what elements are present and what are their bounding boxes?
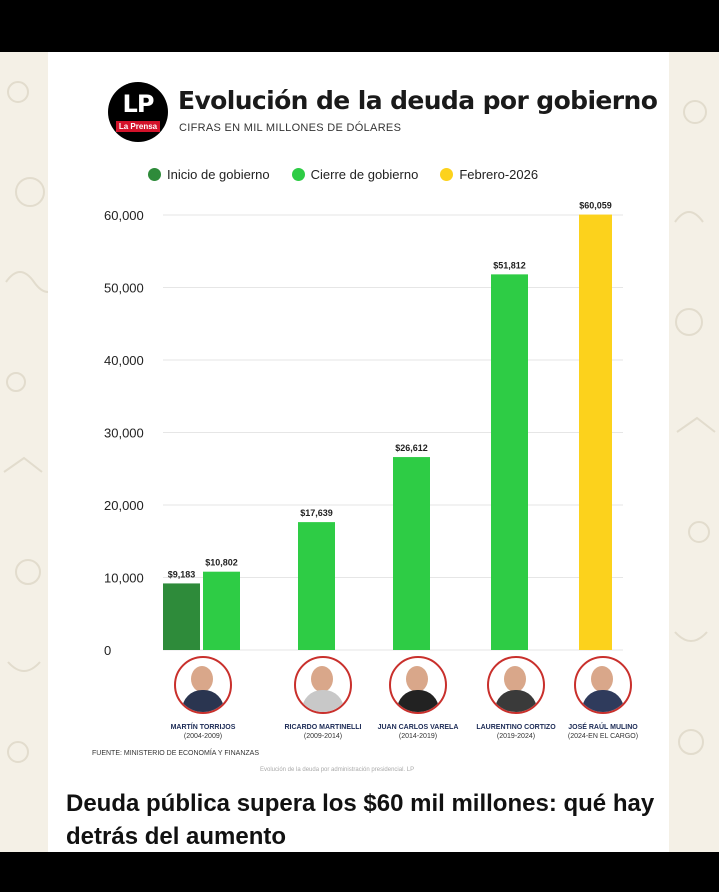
legend-dot-icon — [291, 167, 305, 181]
la-prensa-logo: LP La Prensa — [108, 82, 168, 142]
chart-title: Evolución de la deuda por gobierno — [178, 86, 658, 115]
y-tick-label: 30,000 — [104, 426, 144, 441]
chart-legend: Inicio de gobierno Cierre de gobierno Fe… — [148, 165, 560, 183]
debt-bar-chart: 0 10,000 20,000 30,000 40,000 50,000 60,000 $9,… — [104, 201, 623, 658]
doodle-background-left — [0, 52, 48, 852]
bar-data-label: $10,802 — [205, 558, 238, 568]
person-period: (2004-2009) — [183, 733, 223, 740]
portrait-image — [174, 656, 232, 714]
bar — [579, 214, 612, 650]
person-name: JOSÉ RAÚL MULINO — [568, 724, 638, 731]
bar-data-label: $60,059 — [579, 201, 612, 211]
y-tick-label: 20,000 — [104, 498, 144, 513]
legend-item-cierre: Cierre de gobierno — [291, 167, 418, 182]
article-headline[interactable]: Deuda pública supera los $60 mil millone… — [66, 790, 655, 850]
person-period: (2019-2024) — [496, 733, 536, 740]
bar — [298, 522, 335, 650]
y-tick-label: 10,000 — [104, 571, 144, 586]
person-cortizo: LAURENTINO CORTIZO (2019-2024) — [461, 656, 571, 740]
person-torrijos: MARTÍN TORRIJOS (2004-2009) — [148, 656, 258, 740]
legend-item-febrero: Febrero-2026 — [440, 167, 538, 182]
bar-data-label: $51,812 — [493, 260, 526, 270]
bar-data-label: $9,183 — [168, 569, 196, 579]
bottom-black-bar — [0, 852, 719, 892]
bar — [491, 274, 528, 650]
y-tick-label: 60,000 — [104, 208, 144, 223]
top-black-bar — [0, 0, 719, 52]
person-name: RICARDO MARTINELLI — [284, 724, 362, 731]
y-tick-label: 40,000 — [104, 353, 144, 368]
source-note: FUENTE: MINISTERIO DE ECONOMÍA Y FINANZA… — [92, 750, 259, 757]
legend-item-inicio: Inicio de gobierno — [148, 167, 270, 182]
bar-data-label: $26,612 — [395, 443, 428, 453]
legend-dot-icon — [148, 167, 161, 181]
doodle-background-right — [669, 52, 719, 852]
person-period: (2009-2014) — [303, 733, 343, 740]
bar — [163, 583, 200, 650]
person-name: LAURENTINO CORTIZO — [476, 724, 556, 731]
portrait-image — [574, 656, 632, 714]
person-martinelli: RICARDO MARTINELLI (2009-2014) — [268, 656, 378, 740]
portrait-image — [487, 656, 545, 714]
portrait-image — [294, 656, 352, 714]
bar-data-label: $17,639 — [300, 508, 333, 518]
person-name: JUAN CARLOS VARELA — [377, 724, 459, 731]
person-period: (2024-EN EL CARGO) — [567, 733, 639, 740]
person-mulino: JOSÉ RAÚL MULINO (2024-EN EL CARGO) — [548, 656, 658, 740]
image-caption: Evolución de la deuda por administración… — [260, 767, 415, 773]
news-card[interactable]: LP La Prensa Evolución de la deuda por g… — [48, 52, 669, 852]
portrait-image — [389, 656, 447, 714]
chart-subtitle: CIFRAS EN MIL MILLONES DE DÓLARES — [179, 122, 402, 134]
legend-dot-icon — [440, 167, 454, 181]
person-varela: JUAN CARLOS VARELA (2014-2019) — [363, 656, 473, 740]
bar — [393, 457, 430, 650]
y-tick-label: 50,000 — [104, 281, 144, 296]
bar — [203, 571, 240, 650]
person-name: MARTÍN TORRIJOS — [170, 724, 236, 731]
person-period: (2014-2019) — [398, 733, 438, 740]
y-tick-label: 0 — [104, 643, 111, 658]
